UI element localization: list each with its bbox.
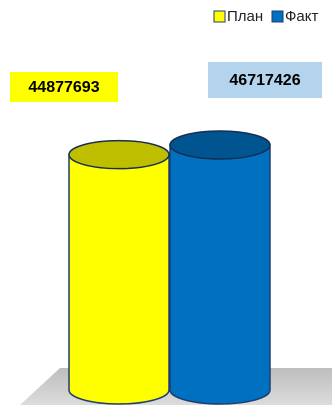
value-label-box [208,62,322,98]
value-label: 46717426 [229,72,300,89]
cylinder-top [68,139,170,170]
value-label: 44877693 [28,79,99,96]
legend-swatch [213,10,226,23]
cylinder-top [169,130,271,160]
legend-label: План [227,8,263,25]
value-label-box [10,72,118,102]
cylinder-body [169,144,271,405]
cylinder-body [68,153,170,405]
legend-swatch [271,10,284,23]
legend-label: Факт [285,8,318,25]
